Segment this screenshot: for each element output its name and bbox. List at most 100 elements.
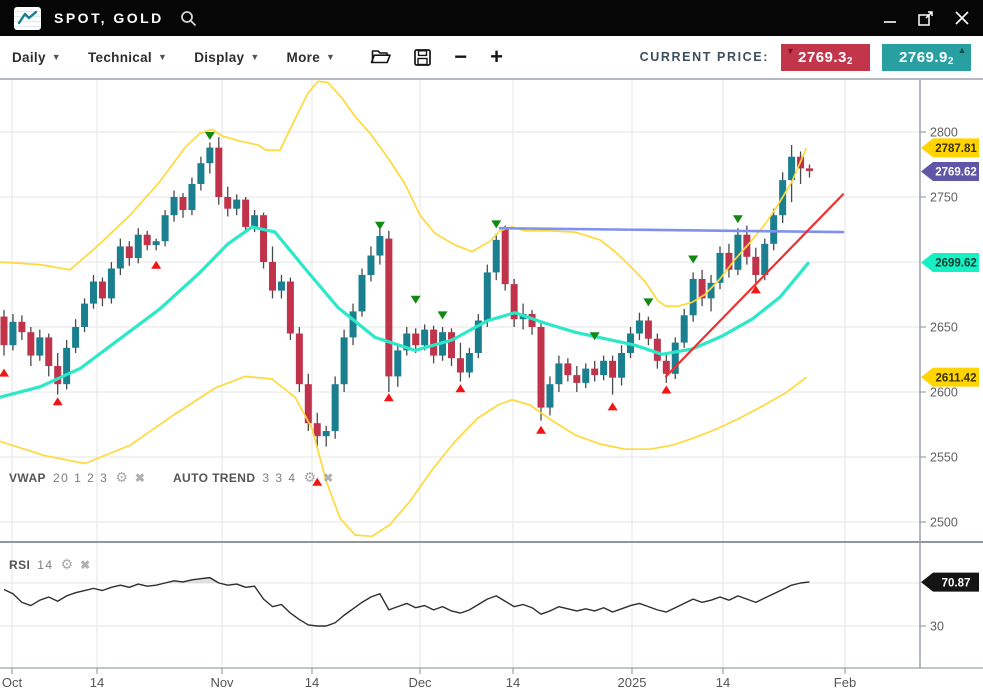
axis-badge-shape (921, 367, 979, 387)
rsi-indicator-params: 14 (37, 557, 54, 572)
rsi-axis-badge-shape (921, 572, 979, 592)
axis-badge-shape (921, 161, 979, 181)
chevron-down-icon: ▼ (326, 52, 336, 62)
rsi-remove-icon[interactable]: ✖ (80, 557, 91, 572)
candle (501, 228, 509, 285)
candle (671, 342, 679, 374)
indicator-lines (0, 80, 845, 538)
menu-technical[interactable]: Technical ▼ (88, 50, 167, 65)
close-button[interactable] (955, 11, 969, 25)
sell-signal-triangle (589, 332, 600, 341)
candle (242, 199, 250, 227)
candle (45, 337, 53, 366)
candle (179, 197, 187, 210)
candle (116, 246, 124, 269)
minimize-button[interactable] (884, 12, 897, 25)
axis-badge-text: 2699.62 (935, 258, 977, 270)
candle (18, 321, 26, 333)
candle (152, 241, 160, 246)
bid-price-value: 2769.3 (798, 48, 847, 66)
price-chart-canvas[interactable]: 2800 2750 2650 2600 2550 2500 30 Oct 14 Nov 14 Dec 1… (0, 80, 983, 695)
candle (0, 316, 8, 346)
candle (331, 384, 339, 431)
time-tick-label: 14 (716, 675, 730, 690)
candle (54, 366, 62, 385)
menu-timeframe[interactable]: Daily ▼ (12, 50, 61, 65)
popout-button[interactable] (918, 10, 934, 26)
zoom-in-button[interactable]: + (490, 44, 503, 69)
titlebar: SPOT, GOLD (0, 0, 983, 36)
bid-price-badge: ▼ 2769.3 2 (781, 43, 870, 71)
candle (752, 256, 760, 275)
sell-signal-triangle (688, 255, 699, 264)
ask-price-badge: 2769.9 2 ▲ (882, 43, 971, 71)
candle (510, 284, 518, 320)
vwap-indicator-label: VWAP (9, 470, 46, 485)
time-tick-label: Nov (210, 675, 234, 690)
time-tick-label: 14 (305, 675, 319, 690)
rsi-settings-gear-icon[interactable]: ⚙ (60, 556, 74, 572)
time-tick-label: Oct (2, 675, 23, 690)
time-tick-label: 14 (506, 675, 520, 690)
candle (81, 303, 89, 327)
sell-signal-triangle (643, 298, 654, 307)
open-folder-icon[interactable] (370, 49, 392, 65)
candlestick-series (0, 137, 813, 450)
time-tick-label: 2025 (618, 675, 647, 690)
candle (546, 384, 554, 408)
candle (269, 262, 276, 291)
price-tick-label: 2800 (930, 126, 958, 140)
autotrend-indicator-params: 3 3 4 (262, 470, 297, 485)
rsi-indicator-label: RSI (9, 557, 31, 572)
candle (761, 243, 769, 275)
candle (412, 333, 420, 346)
buy-signal-triangle (750, 285, 761, 294)
vwap-settings-gear-icon[interactable]: ⚙ (115, 469, 128, 485)
candle (9, 321, 17, 346)
candle (36, 337, 44, 356)
candle (376, 236, 384, 256)
trade-signals (0, 132, 761, 486)
candle (403, 333, 411, 351)
indicator-legend-rsi: RSI 14 ⚙ ✖ (9, 556, 90, 573)
candle (367, 255, 375, 275)
autotrend-resistance-line (498, 226, 845, 234)
candle (600, 360, 608, 376)
buy-signal-triangle (536, 425, 546, 434)
search-icon[interactable] (180, 10, 197, 27)
rsi-line (3, 576, 810, 627)
candle (698, 278, 706, 299)
price-tick-label: 2500 (930, 516, 958, 530)
app-logo-icon (14, 6, 41, 30)
candle (224, 197, 232, 209)
zoom-out-button[interactable]: − (454, 44, 468, 69)
candle (474, 320, 482, 353)
time-tick-label: 14 (90, 675, 104, 690)
candle (170, 197, 178, 216)
buy-signal-triangle (0, 368, 9, 377)
candle (233, 199, 241, 209)
candle (483, 272, 491, 321)
candle (492, 239, 500, 273)
rsi-pane (3, 576, 810, 627)
autotrend-settings-gear-icon[interactable]: ⚙ (303, 469, 317, 485)
candle (680, 315, 688, 343)
candle (358, 275, 366, 312)
candle (349, 311, 357, 338)
save-icon[interactable] (414, 48, 432, 66)
candle (644, 320, 652, 339)
chevron-down-icon: ▼ (250, 52, 260, 62)
candle (394, 350, 402, 377)
arrow-up-icon: ▲ (957, 44, 967, 55)
candle (564, 363, 572, 376)
bid-price-subdigit: 2 (846, 55, 853, 67)
candle (653, 338, 661, 361)
axis-badge-shape (921, 138, 979, 158)
candle (340, 337, 348, 385)
menu-display[interactable]: Display ▼ (194, 50, 259, 65)
menu-more[interactable]: More ▼ (287, 50, 336, 65)
candle (609, 360, 617, 378)
autotrend-remove-icon[interactable]: ✖ (323, 470, 334, 485)
vwap-remove-icon[interactable]: ✖ (134, 470, 145, 485)
candle (72, 327, 80, 348)
